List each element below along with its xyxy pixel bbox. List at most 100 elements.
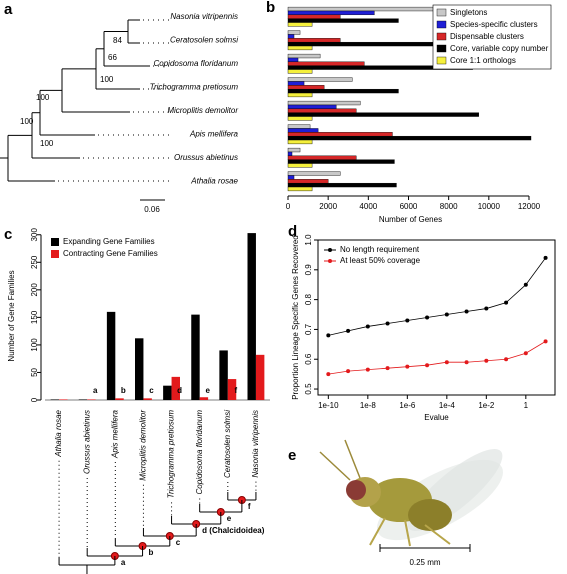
bar xyxy=(287,135,532,141)
point xyxy=(484,306,489,311)
tree-a xyxy=(0,19,172,201)
point xyxy=(523,282,528,287)
category-label: Trichogramma pretiosum xyxy=(167,410,176,499)
bar xyxy=(219,350,228,400)
point xyxy=(385,366,390,371)
node-label: b xyxy=(149,548,154,557)
node-label: e xyxy=(227,514,232,523)
legend-label: Expanding Gene Families xyxy=(63,237,155,246)
bar xyxy=(135,338,144,400)
x-axis-title: Evalue xyxy=(424,413,449,422)
x-tick-label: 2000 xyxy=(319,202,337,211)
panel-label: a xyxy=(4,1,13,18)
bar xyxy=(287,124,311,129)
bar xyxy=(287,186,313,192)
point xyxy=(444,360,449,365)
y-tick-label: 0.6 xyxy=(304,353,313,365)
point xyxy=(444,312,449,317)
bar xyxy=(106,311,116,400)
legend-marker xyxy=(328,259,332,263)
bar xyxy=(287,139,313,145)
point xyxy=(326,333,331,338)
legend-swatch xyxy=(436,32,447,41)
bar xyxy=(143,398,152,400)
bar xyxy=(287,116,313,121)
point xyxy=(484,358,489,363)
y-tick-label: 200 xyxy=(30,283,39,297)
bar xyxy=(287,92,313,98)
bar xyxy=(287,159,395,164)
bar xyxy=(287,14,341,19)
point xyxy=(365,324,370,329)
legend-swatch xyxy=(51,250,59,258)
x-tick-label: 1e-6 xyxy=(399,401,416,410)
point xyxy=(405,364,410,369)
category-label: Apis mellifera xyxy=(110,409,119,459)
x-axis-title: Number of Genes xyxy=(379,215,442,224)
bar xyxy=(287,69,313,74)
annotation: c xyxy=(149,386,154,395)
legend-marker xyxy=(328,248,332,252)
y-tick-label: 1.0 xyxy=(304,234,313,246)
x-tick-label: 1e-10 xyxy=(318,401,339,410)
bar xyxy=(287,30,301,35)
legend-label: Core, variable copy number xyxy=(450,44,549,53)
bar xyxy=(287,112,479,117)
bar xyxy=(287,104,337,110)
point xyxy=(405,318,410,323)
bar xyxy=(287,61,365,66)
bar xyxy=(287,45,313,51)
legend-label: At least 50% coverage xyxy=(340,256,421,265)
bar xyxy=(287,38,341,43)
x-tick-label: 1e-2 xyxy=(478,401,495,410)
y-axis-title: Number of Gene Families xyxy=(7,270,16,361)
bar xyxy=(287,22,313,27)
point xyxy=(425,315,430,320)
bar xyxy=(287,132,393,137)
series-line xyxy=(328,257,546,336)
bar xyxy=(78,399,88,400)
x-tick-label: 6000 xyxy=(400,202,418,211)
bar xyxy=(287,34,295,39)
legend-label: Species-specific clusters xyxy=(450,20,538,29)
scale-label: 0.25 mm xyxy=(409,558,440,567)
x-tick-label: 1e-4 xyxy=(439,401,456,410)
point xyxy=(425,363,430,368)
bar xyxy=(287,147,301,153)
x-tick-label: 4000 xyxy=(359,202,377,211)
wasp-photo xyxy=(319,439,504,552)
category-label: Athalia rosae xyxy=(54,409,63,457)
bar xyxy=(287,163,313,168)
bar xyxy=(255,354,265,400)
node-label: a xyxy=(121,558,126,567)
legend-label: Singletons xyxy=(450,8,487,17)
species-label: Copidosoma floridanum xyxy=(154,59,239,68)
bar xyxy=(171,376,180,400)
node-label: d (Chalcidoidea) xyxy=(202,526,265,535)
bar xyxy=(287,53,321,59)
category-label: Copidosoma floridanum xyxy=(195,410,204,495)
species-label: Orussus abietinus xyxy=(174,153,238,162)
point xyxy=(543,339,548,344)
category-label: Orussus abietinus xyxy=(82,410,91,474)
support-value: 100 xyxy=(36,93,50,102)
panel-label: e xyxy=(288,447,296,464)
species-label: Apis mellifera xyxy=(189,129,239,138)
x-tick-label: 10000 xyxy=(478,202,501,211)
bar xyxy=(247,233,256,400)
category-label: Nasonia vitripennis xyxy=(251,410,260,478)
annotation: a xyxy=(93,386,98,395)
x-tick-label: 1 xyxy=(524,401,529,410)
point xyxy=(464,360,469,365)
species-label: Nasonia vitripennis xyxy=(170,12,238,21)
bar xyxy=(287,88,399,94)
y-tick-label: 0.9 xyxy=(304,264,313,276)
y-axis-title: Proportion Lineage Specific Genes Recove… xyxy=(291,235,300,400)
annotation: e xyxy=(206,386,211,395)
annotation: b xyxy=(121,386,126,395)
bar xyxy=(287,100,361,106)
support-value: 84 xyxy=(113,36,122,45)
species-label: Athalia rosae xyxy=(190,176,238,185)
bar xyxy=(287,182,397,188)
